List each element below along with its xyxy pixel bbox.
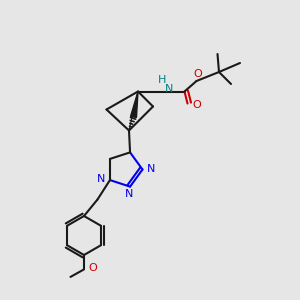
Text: H: H bbox=[158, 75, 166, 85]
Polygon shape bbox=[130, 92, 138, 118]
Text: N: N bbox=[97, 175, 105, 184]
Text: N: N bbox=[125, 189, 134, 199]
Text: O: O bbox=[192, 100, 201, 110]
Text: O: O bbox=[193, 69, 202, 80]
Text: N: N bbox=[147, 164, 155, 174]
Text: N: N bbox=[164, 83, 173, 94]
Text: O: O bbox=[88, 263, 97, 273]
